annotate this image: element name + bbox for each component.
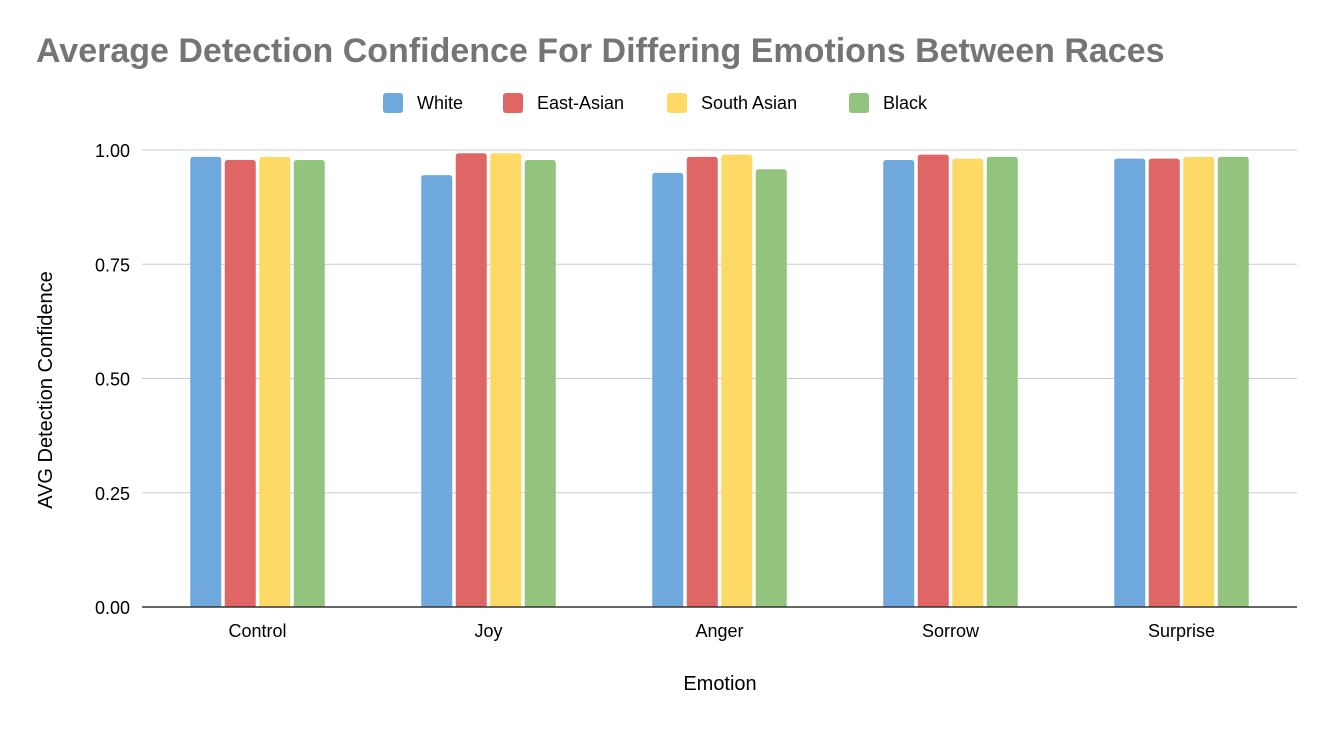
chart-title: Average Detection Confidence For Differi…	[36, 32, 1165, 70]
bar-east-asian-control	[224, 160, 256, 607]
y-tick-label: 1.00	[95, 141, 130, 161]
bar-south-asian-joy	[490, 153, 522, 607]
bar-black-control	[293, 160, 325, 607]
bar-east-asian-sorrow	[917, 154, 949, 607]
legend-label: Black	[883, 93, 928, 113]
bar-south-asian-surprise	[1183, 156, 1215, 608]
x-axis-ticks: Control Joy Anger Sorrow Surprise	[228, 621, 1215, 641]
bars	[190, 153, 1249, 608]
legend-swatch	[667, 93, 687, 113]
bar-white-surprise	[1114, 158, 1146, 608]
legend-label: South Asian	[701, 93, 797, 113]
bar-south-asian-sorrow	[952, 158, 984, 608]
legend-swatch	[383, 93, 403, 113]
x-tick-label: Joy	[474, 621, 502, 641]
bar-black-anger	[755, 169, 787, 607]
y-tick-label: 0.00	[95, 598, 130, 618]
x-tick-label: Anger	[695, 621, 743, 641]
bar-white-sorrow	[883, 160, 915, 607]
gridlines	[142, 149, 1297, 494]
bar-east-asian-surprise	[1148, 158, 1180, 608]
legend-label: East-Asian	[537, 93, 624, 113]
x-tick-label: Sorrow	[922, 621, 980, 641]
legend-label: White	[417, 93, 463, 113]
y-axis-ticks: 0.00 0.25 0.50 0.75 1.00	[95, 141, 130, 618]
y-tick-label: 0.25	[95, 484, 130, 504]
bar-south-asian-control	[259, 156, 291, 608]
bar-east-asian-anger	[686, 156, 718, 608]
bar-white-control	[190, 156, 222, 608]
bar-black-joy	[524, 160, 556, 607]
bar-black-sorrow	[986, 156, 1018, 608]
legend-swatch	[503, 93, 523, 113]
bar-south-asian-anger	[721, 154, 753, 607]
x-axis-title: Emotion	[683, 673, 756, 695]
bar-east-asian-joy	[455, 153, 487, 607]
y-tick-label: 0.75	[95, 255, 130, 275]
y-axis-title: AVG Detection Confidence	[35, 271, 57, 509]
bar-white-anger	[652, 172, 684, 607]
bar-black-surprise	[1217, 156, 1249, 608]
x-tick-label: Control	[228, 621, 286, 641]
x-tick-label: Surprise	[1148, 621, 1215, 641]
y-tick-label: 0.50	[95, 370, 130, 390]
legend: White East-Asian South Asian Black	[383, 93, 928, 113]
bar-white-joy	[421, 175, 453, 607]
legend-swatch	[849, 93, 869, 113]
